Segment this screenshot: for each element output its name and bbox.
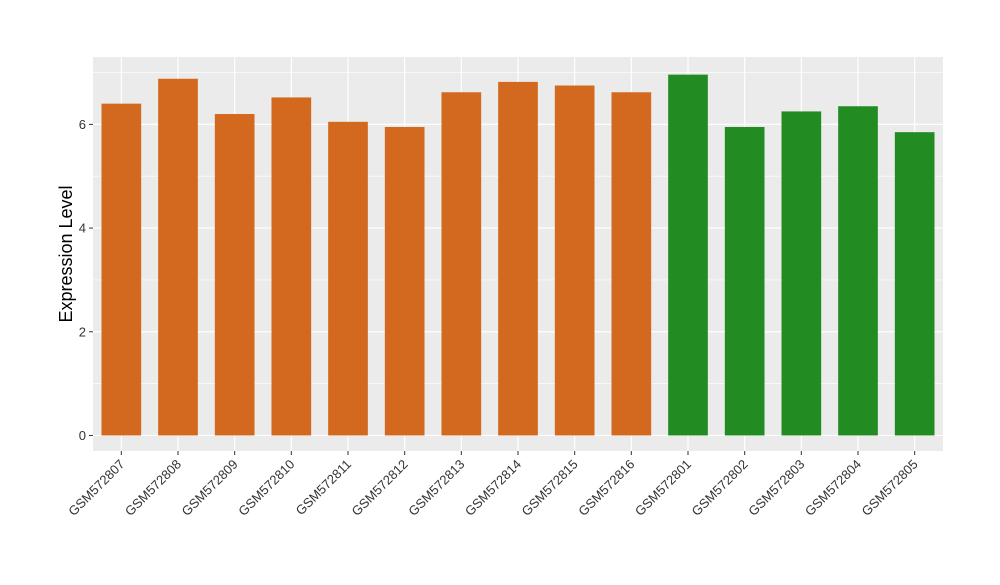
x-tick-label: GSM572815 — [519, 457, 581, 519]
bar-gsm572815 — [554, 85, 595, 436]
x-tick-label: GSM572808 — [122, 457, 184, 519]
x-axis: GSM572807GSM572808GSM572809GSM572810GSM5… — [65, 451, 921, 519]
bar-gsm572816 — [611, 92, 652, 436]
x-tick-label: GSM572805 — [859, 457, 921, 519]
y-tick-label: 2 — [79, 324, 86, 339]
bar-gsm572809 — [214, 114, 255, 436]
y-axis-label: Expression Level — [56, 185, 76, 322]
bar-gsm572807 — [101, 103, 142, 436]
x-tick-label: GSM572809 — [179, 457, 241, 519]
bar-gsm572802 — [724, 126, 765, 436]
x-tick-label: GSM572803 — [745, 457, 807, 519]
x-tick-label: GSM572801 — [632, 457, 694, 519]
x-tick-label: GSM572804 — [802, 457, 864, 519]
bar-gsm572812 — [384, 126, 425, 436]
x-tick-label: GSM572802 — [689, 457, 751, 519]
bar-gsm572810 — [271, 97, 312, 436]
x-tick-label: GSM572807 — [65, 457, 127, 519]
y-tick-label: 4 — [79, 221, 86, 236]
bar-gsm572801 — [668, 74, 708, 436]
bar-gsm572805 — [894, 132, 935, 436]
bar-gsm572804 — [838, 106, 878, 436]
bar-gsm572813 — [441, 92, 482, 436]
bar-gsm572811 — [328, 121, 368, 436]
x-tick-label: GSM572811 — [293, 457, 355, 519]
y-tick-label: 6 — [79, 117, 86, 132]
x-tick-label: GSM572813 — [405, 457, 467, 519]
x-tick-label: GSM572816 — [575, 457, 637, 519]
bar-gsm572808 — [158, 78, 198, 436]
x-tick-label: GSM572814 — [462, 457, 524, 519]
x-tick-label: GSM572812 — [349, 457, 411, 519]
y-tick-label: 0 — [79, 428, 86, 443]
y-axis: 0 2 4 6 — [79, 117, 93, 443]
bar-gsm572803 — [781, 111, 822, 436]
x-tick-label: GSM572810 — [235, 457, 297, 519]
bars-group — [101, 74, 935, 436]
bar-gsm572814 — [498, 81, 538, 436]
